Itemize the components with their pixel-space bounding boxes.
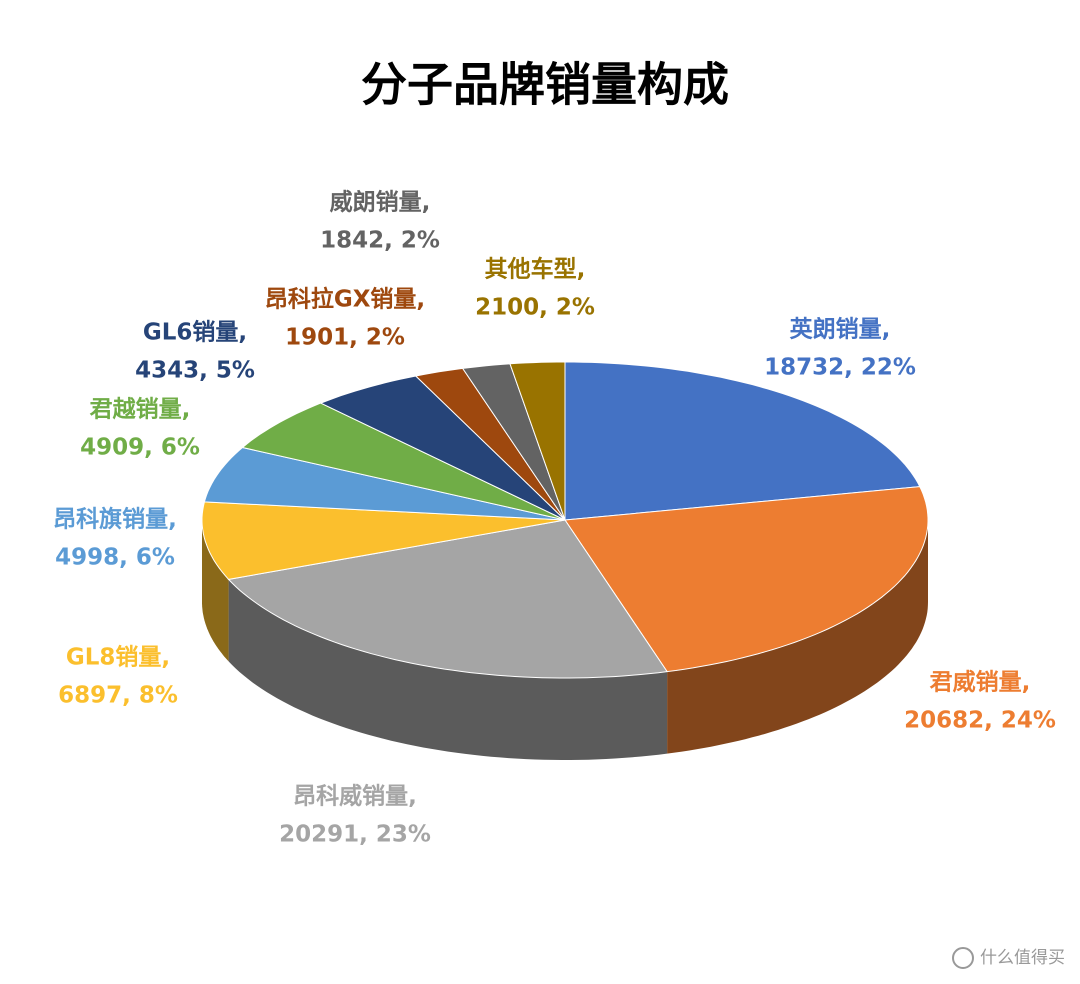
data-label: 20291, 23% [279,822,431,848]
pie-slice [564,486,929,673]
chart-title: 分子品牌销量构成 [361,58,729,112]
data-label: 2100, 2% [475,295,595,321]
data-label-name: 君威销量, [930,669,1031,696]
data-label: 4998, 6% [55,545,175,571]
pie-slice [509,361,566,521]
data-label: 1901, 2% [285,325,405,351]
pie-slice [319,375,566,521]
data-label-name: GL8销量, [66,645,170,671]
data-label: 4343, 5% [135,358,255,384]
data-label: 6897, 8% [58,683,178,709]
data-label-name: 昂科旗销量, [53,506,177,533]
data-label-name: 君越销量, [90,397,191,423]
pie-slice [227,519,668,679]
data-label-name: 威朗销量, [330,189,431,216]
data-label: 4909, 6% [80,435,200,461]
data-label-name: 昂科威销量, [293,783,417,810]
watermark-icon [952,947,974,969]
data-label-name: 其他车型, [485,256,586,283]
slice-side [667,520,928,754]
pie-slice [564,361,921,521]
pie-slice [241,402,566,521]
slice-side [202,520,229,662]
data-label-name: 昂科拉GX销量, [265,286,425,313]
pie-slice [201,501,566,580]
data-label: 20682, 24% [904,708,1056,734]
pie-slice [203,446,566,521]
data-label-name: GL6销量, [143,320,247,346]
watermark: 什么值得买 [980,948,1065,968]
pie-slice [461,363,566,521]
data-label: 1842, 2% [320,228,440,254]
data-label: 18732, 22% [764,355,916,381]
data-label-name: 英朗销量, [790,316,891,343]
pie-slice [414,367,566,521]
